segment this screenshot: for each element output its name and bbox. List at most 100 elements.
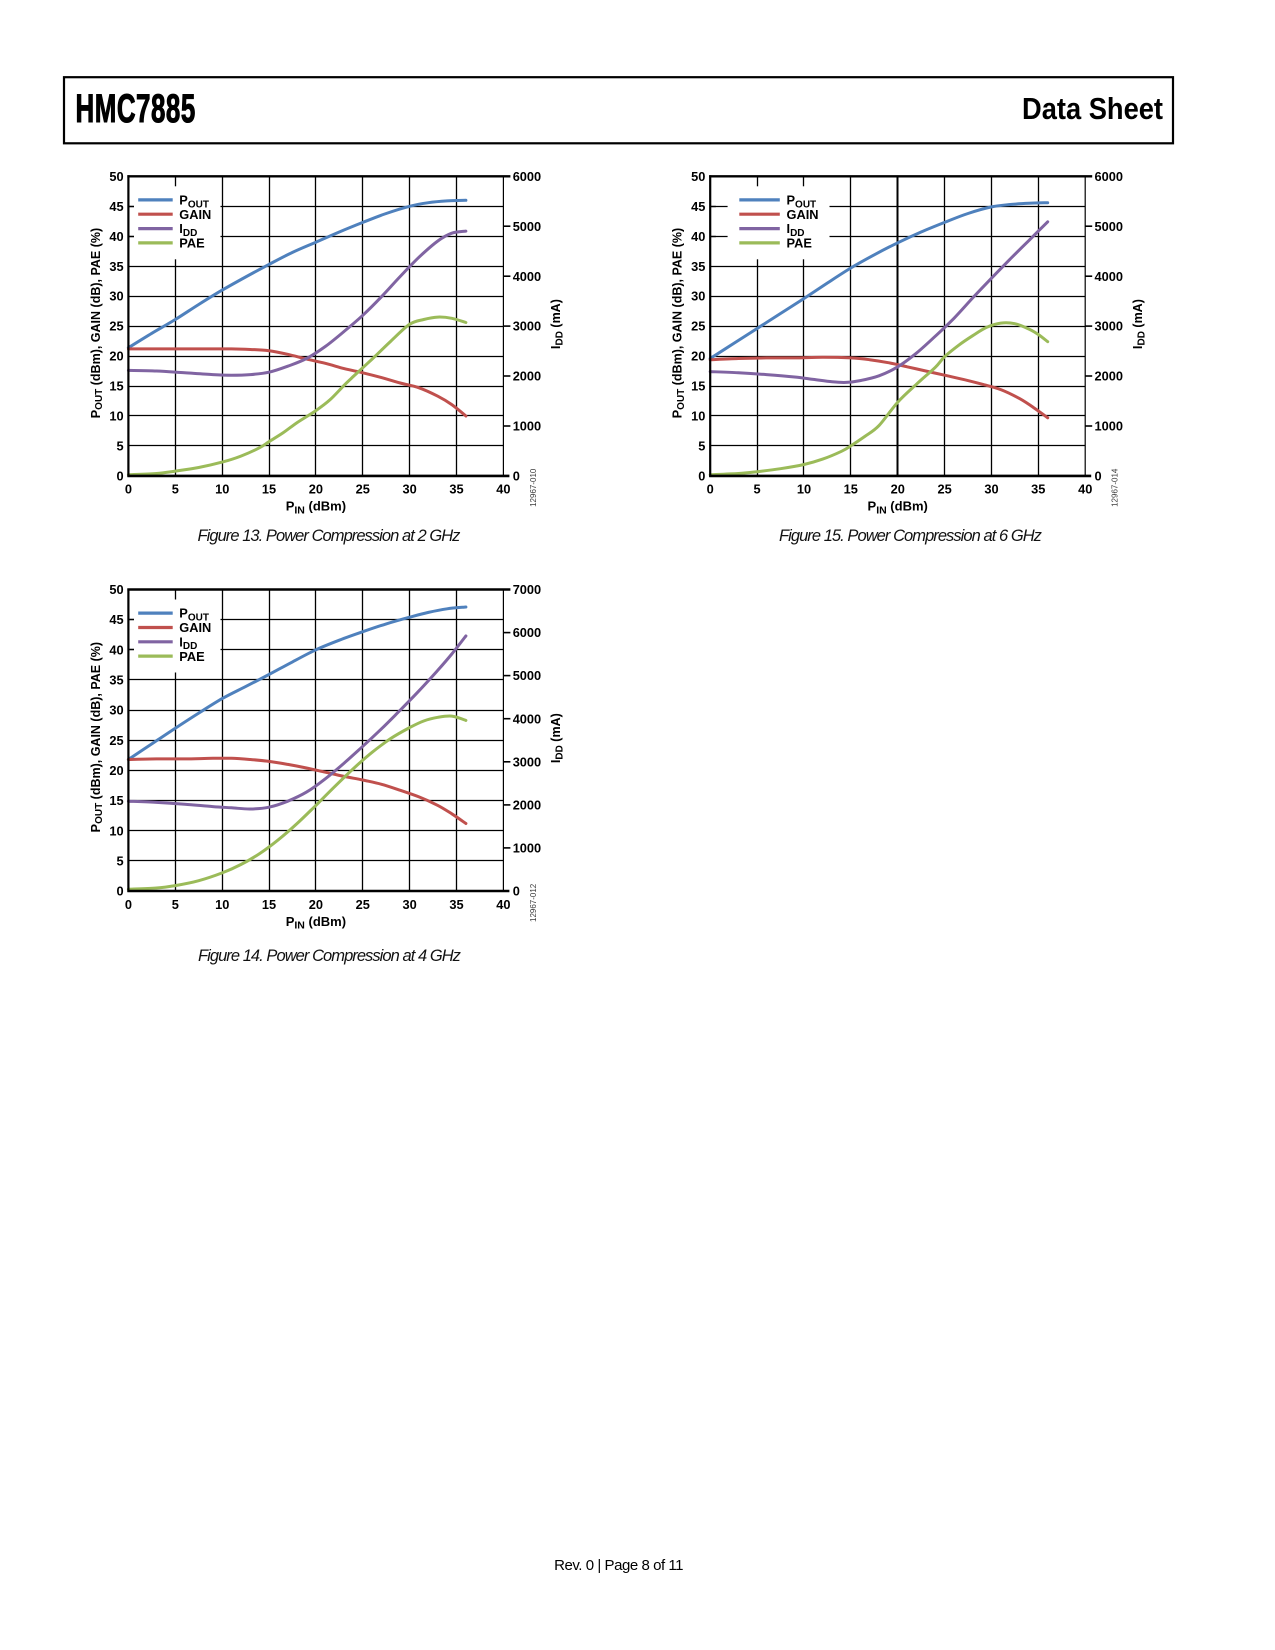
svg-text:25: 25	[109, 319, 123, 334]
svg-text:20: 20	[891, 482, 905, 497]
svg-text:0: 0	[1095, 469, 1102, 484]
svg-text:25: 25	[356, 897, 370, 912]
svg-text:50: 50	[691, 169, 705, 184]
svg-text:35: 35	[109, 673, 123, 688]
svg-text:1000: 1000	[513, 419, 541, 434]
svg-text:30: 30	[109, 289, 123, 304]
svg-text:45: 45	[109, 199, 123, 214]
svg-text:Data Sheet: Data Sheet	[1022, 92, 1163, 126]
svg-text:3000: 3000	[513, 319, 541, 334]
svg-text:5000: 5000	[513, 219, 541, 234]
svg-text:5: 5	[172, 897, 179, 912]
svg-text:40: 40	[109, 229, 123, 244]
svg-text:15: 15	[109, 793, 123, 808]
svg-text:PAE: PAE	[179, 236, 205, 251]
svg-text:Rev. 0 | Page 8 of 11: Rev. 0 | Page 8 of 11	[554, 1557, 683, 1574]
svg-text:POUT (dBm), GAIN (dB), PAE (%): POUT (dBm), GAIN (dB), PAE (%)	[88, 228, 105, 419]
svg-text:0: 0	[116, 469, 123, 484]
svg-text:15: 15	[262, 897, 276, 912]
svg-text:12967-014: 12967-014	[1111, 468, 1120, 507]
svg-text:25: 25	[691, 319, 705, 334]
svg-text:2000: 2000	[513, 798, 541, 813]
svg-text:5: 5	[698, 439, 705, 454]
svg-text:3000: 3000	[513, 754, 541, 769]
svg-text:12967-010: 12967-010	[529, 468, 538, 507]
svg-text:GAIN: GAIN	[179, 207, 211, 222]
svg-text:1000: 1000	[513, 841, 541, 856]
svg-text:35: 35	[1031, 482, 1045, 497]
svg-text:3000: 3000	[1095, 319, 1123, 334]
svg-text:35: 35	[691, 259, 705, 274]
svg-text:30: 30	[984, 482, 998, 497]
svg-text:0: 0	[707, 482, 714, 497]
svg-text:50: 50	[109, 582, 123, 597]
svg-text:20: 20	[109, 349, 123, 364]
svg-text:12967-012: 12967-012	[529, 883, 538, 922]
svg-text:IDD (mA): IDD (mA)	[1130, 299, 1147, 349]
svg-text:6000: 6000	[1095, 169, 1123, 184]
svg-text:Figure 13. Power Compression a: Figure 13. Power Compression at 2 GHz	[198, 527, 462, 545]
svg-text:50: 50	[109, 169, 123, 184]
svg-text:15: 15	[691, 379, 705, 394]
svg-text:10: 10	[691, 409, 705, 424]
svg-text:40: 40	[496, 897, 510, 912]
svg-text:IDD (mA): IDD (mA)	[548, 299, 565, 349]
svg-text:30: 30	[402, 482, 416, 497]
svg-text:35: 35	[109, 259, 123, 274]
svg-text:PAE: PAE	[787, 236, 813, 251]
svg-text:10: 10	[797, 482, 811, 497]
svg-text:20: 20	[309, 482, 323, 497]
svg-text:20: 20	[309, 897, 323, 912]
svg-text:IDD (mA): IDD (mA)	[548, 713, 565, 763]
svg-text:10: 10	[109, 823, 123, 838]
svg-text:25: 25	[109, 733, 123, 748]
svg-text:40: 40	[496, 482, 510, 497]
svg-text:15: 15	[109, 379, 123, 394]
svg-text:0: 0	[513, 884, 520, 899]
svg-text:5: 5	[116, 854, 123, 869]
svg-text:0: 0	[116, 884, 123, 899]
svg-text:35: 35	[449, 897, 463, 912]
svg-text:4000: 4000	[513, 711, 541, 726]
svg-text:10: 10	[215, 482, 229, 497]
svg-text:5000: 5000	[513, 668, 541, 683]
svg-text:20: 20	[691, 349, 705, 364]
svg-text:Figure 15. Power Compression a: Figure 15. Power Compression at 6 GHz	[779, 527, 1043, 545]
svg-text:20: 20	[109, 763, 123, 778]
svg-text:POUT (dBm), GAIN (dB), PAE (%): POUT (dBm), GAIN (dB), PAE (%)	[88, 642, 105, 833]
svg-text:HMC7885: HMC7885	[75, 86, 195, 131]
svg-text:5: 5	[172, 482, 179, 497]
svg-text:35: 35	[449, 482, 463, 497]
svg-text:PIN (dBm): PIN (dBm)	[868, 499, 928, 517]
svg-text:4000: 4000	[1095, 269, 1123, 284]
svg-text:10: 10	[215, 897, 229, 912]
svg-text:0: 0	[513, 469, 520, 484]
svg-text:PIN (dBm): PIN (dBm)	[286, 914, 346, 932]
svg-text:7000: 7000	[513, 582, 541, 597]
svg-text:30: 30	[691, 289, 705, 304]
svg-text:5: 5	[754, 482, 761, 497]
svg-text:GAIN: GAIN	[179, 620, 211, 635]
svg-text:6000: 6000	[513, 169, 541, 184]
svg-text:30: 30	[402, 897, 416, 912]
svg-text:45: 45	[109, 612, 123, 627]
svg-text:PIN (dBm): PIN (dBm)	[286, 499, 346, 517]
svg-text:2000: 2000	[513, 369, 541, 384]
svg-text:PAE: PAE	[179, 649, 205, 664]
svg-text:25: 25	[356, 482, 370, 497]
svg-text:45: 45	[691, 199, 705, 214]
svg-text:0: 0	[125, 482, 132, 497]
svg-text:5: 5	[116, 439, 123, 454]
svg-text:0: 0	[125, 897, 132, 912]
svg-text:5000: 5000	[1095, 219, 1123, 234]
svg-text:POUT (dBm), GAIN (dB), PAE (%): POUT (dBm), GAIN (dB), PAE (%)	[670, 228, 687, 419]
svg-text:1000: 1000	[1095, 419, 1123, 434]
svg-text:GAIN: GAIN	[787, 207, 819, 222]
svg-text:40: 40	[109, 642, 123, 657]
svg-text:4000: 4000	[513, 269, 541, 284]
svg-text:15: 15	[262, 482, 276, 497]
svg-text:0: 0	[698, 469, 705, 484]
svg-text:40: 40	[1078, 482, 1092, 497]
svg-text:40: 40	[691, 229, 705, 244]
svg-text:15: 15	[844, 482, 858, 497]
